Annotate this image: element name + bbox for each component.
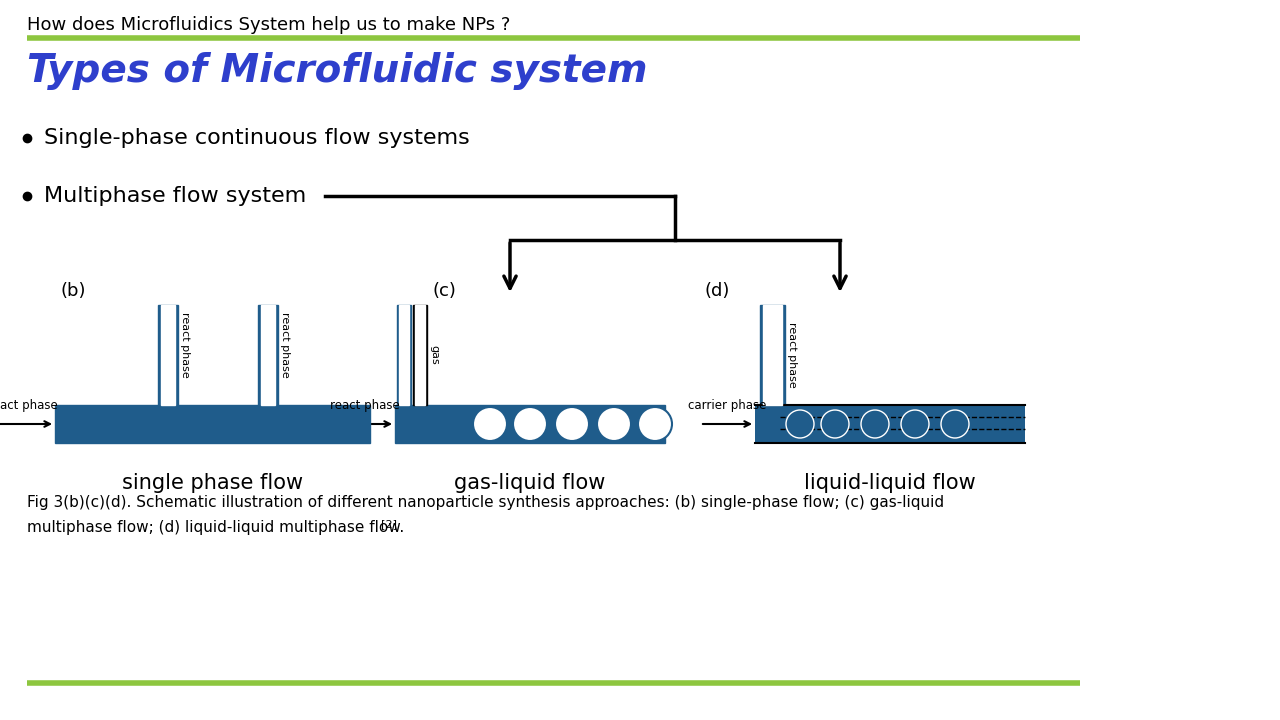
Circle shape: [901, 410, 929, 438]
Text: liquid-liquid flow: liquid-liquid flow: [804, 473, 975, 493]
Circle shape: [474, 407, 507, 441]
Bar: [261, 305, 275, 405]
Text: react phase: react phase: [787, 322, 797, 388]
Circle shape: [861, 410, 890, 438]
Text: gas-liquid flow: gas-liquid flow: [454, 473, 605, 493]
Circle shape: [596, 407, 631, 441]
Text: Multiphase flow system: Multiphase flow system: [44, 186, 306, 206]
Text: How does Microfluidics System help us to make NPs ?: How does Microfluidics System help us to…: [27, 16, 511, 34]
Bar: [415, 305, 425, 405]
Bar: [55, 405, 370, 443]
Bar: [755, 405, 1025, 443]
Circle shape: [637, 407, 672, 441]
Text: Types of Microfluidic system: Types of Microfluidic system: [27, 52, 648, 90]
Text: Single-phase continuous flow systems: Single-phase continuous flow systems: [44, 128, 470, 148]
Text: single phase flow: single phase flow: [122, 473, 303, 493]
Text: react phase: react phase: [180, 312, 189, 378]
Bar: [157, 305, 178, 405]
Circle shape: [513, 407, 547, 441]
Bar: [259, 305, 278, 405]
Text: carrier phase: carrier phase: [687, 399, 767, 412]
Circle shape: [556, 407, 589, 441]
Circle shape: [786, 410, 814, 438]
Text: gas: gas: [429, 345, 439, 365]
Bar: [396, 405, 666, 443]
Text: (c): (c): [433, 282, 457, 300]
Text: Fig 3(b)(c)(d). Schematic illustration of different nanoparticle synthesis appro: Fig 3(b)(c)(d). Schematic illustration o…: [27, 495, 945, 510]
Text: [2]: [2]: [381, 519, 397, 529]
Bar: [413, 305, 428, 405]
Text: (b): (b): [60, 282, 86, 300]
Text: (d): (d): [705, 282, 731, 300]
Text: react phase: react phase: [0, 399, 58, 412]
Circle shape: [820, 410, 849, 438]
Circle shape: [941, 410, 969, 438]
Bar: [399, 305, 410, 405]
Bar: [760, 305, 785, 405]
Text: react phase: react phase: [280, 312, 291, 378]
Bar: [763, 305, 782, 405]
Text: multiphase flow; (d) liquid-liquid multiphase flow.: multiphase flow; (d) liquid-liquid multi…: [27, 520, 404, 535]
Text: react phase: react phase: [330, 399, 399, 412]
Bar: [397, 305, 411, 405]
Bar: [161, 305, 175, 405]
